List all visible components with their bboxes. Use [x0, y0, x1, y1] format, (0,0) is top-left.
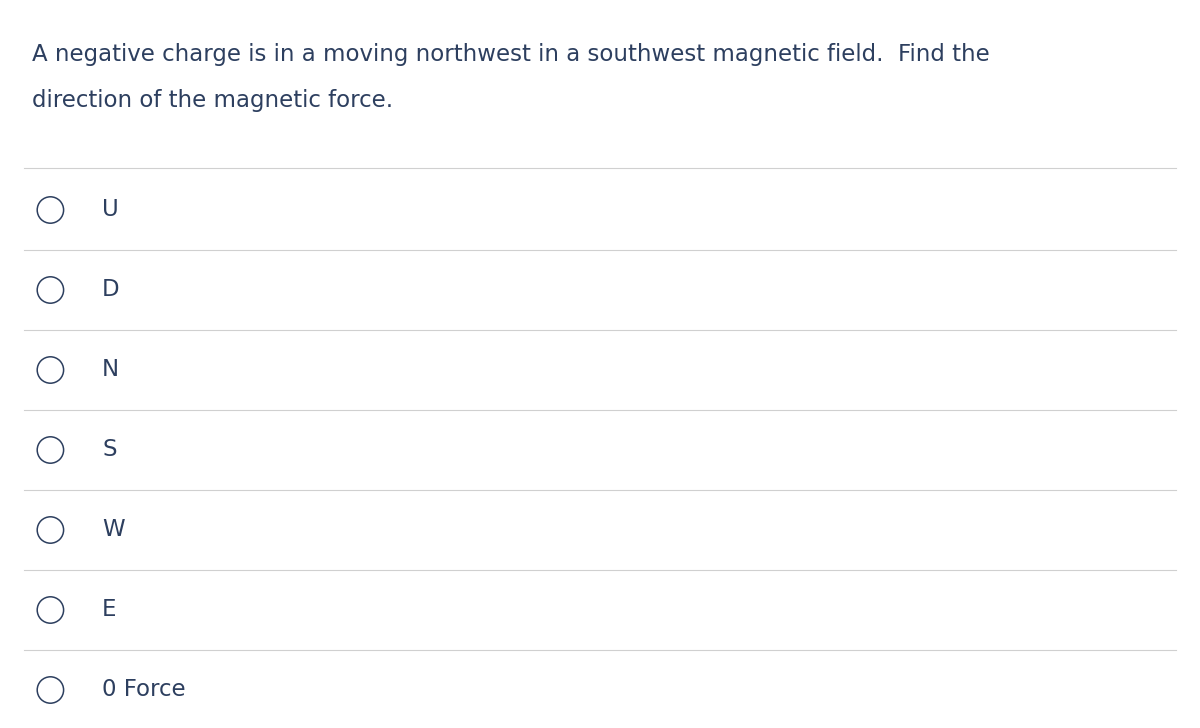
- Text: U: U: [102, 199, 119, 221]
- Text: N: N: [102, 358, 119, 381]
- Text: direction of the magnetic force.: direction of the magnetic force.: [32, 89, 394, 111]
- Text: S: S: [102, 438, 116, 462]
- Text: 0 Force: 0 Force: [102, 678, 186, 702]
- Text: E: E: [102, 598, 116, 622]
- Text: D: D: [102, 279, 120, 301]
- Text: W: W: [102, 518, 125, 542]
- Text: A negative charge is in a moving northwest in a southwest magnetic field.  Find : A negative charge is in a moving northwe…: [32, 44, 990, 66]
